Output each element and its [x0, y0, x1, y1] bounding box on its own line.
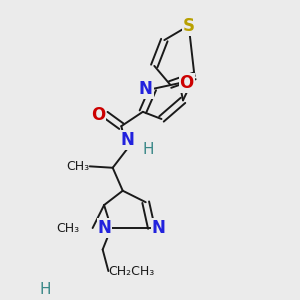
Text: N: N: [120, 131, 134, 149]
Text: S: S: [183, 17, 195, 35]
Text: H: H: [143, 142, 154, 157]
Text: N: N: [98, 219, 111, 237]
Text: O: O: [91, 106, 106, 124]
Text: CH₂CH₃: CH₂CH₃: [108, 265, 154, 278]
Text: CH₃: CH₃: [57, 221, 80, 235]
Text: H: H: [40, 282, 51, 297]
Text: N: N: [139, 80, 153, 98]
Text: N: N: [152, 219, 165, 237]
Text: CH₃: CH₃: [67, 160, 90, 173]
Text: O: O: [180, 74, 194, 92]
